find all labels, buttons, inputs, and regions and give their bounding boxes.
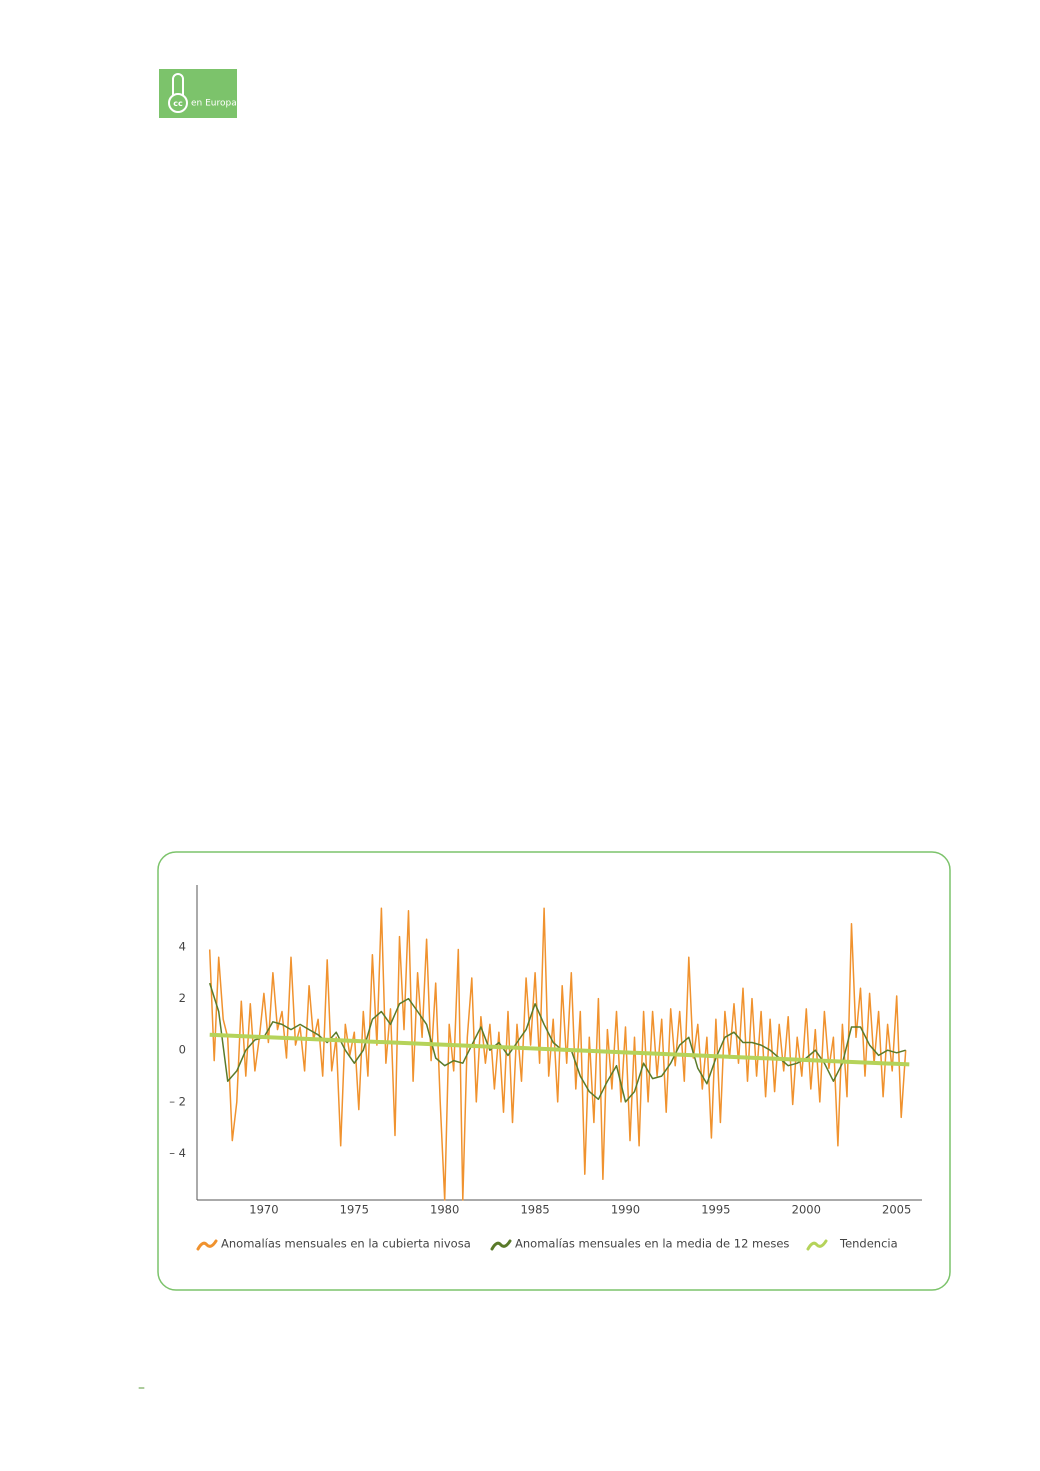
y-tick-label: – 4 [169,1146,186,1160]
x-tick-label: 2005 [882,1203,911,1217]
x-tick-label: 1985 [520,1203,549,1217]
legend-label: Anomalías mensuales en la media de 12 me… [515,1237,789,1251]
y-tick-label: 0 [179,1043,186,1057]
legend-label: Anomalías mensuales en la cubierta nivos… [221,1237,471,1251]
x-tick-label: 1990 [611,1203,640,1217]
legend-swatch [490,1239,512,1251]
chart-frame [157,851,951,1291]
logo-icon-text: cc [173,99,183,108]
footer-mark: – [138,1380,145,1396]
x-tick-label: 2000 [792,1203,821,1217]
series-line [208,907,907,1201]
logo-icon [168,73,188,113]
legend-swatch [196,1239,218,1251]
series-line [209,1032,910,1067]
x-tick-label: 1995 [701,1203,730,1217]
logo-text: en Europa [191,99,237,109]
legend-label: Tendencia [839,1237,898,1251]
logo-box [159,69,237,118]
y-tick-label: 4 [179,939,186,953]
y-tick-label: – 2 [169,1094,186,1108]
legend-swatch [806,1239,828,1251]
x-tick-label: 1970 [249,1203,278,1217]
y-tick-label: 2 [179,991,186,1005]
x-tick-label: 1975 [340,1203,369,1217]
x-tick-label: 1980 [430,1203,459,1217]
